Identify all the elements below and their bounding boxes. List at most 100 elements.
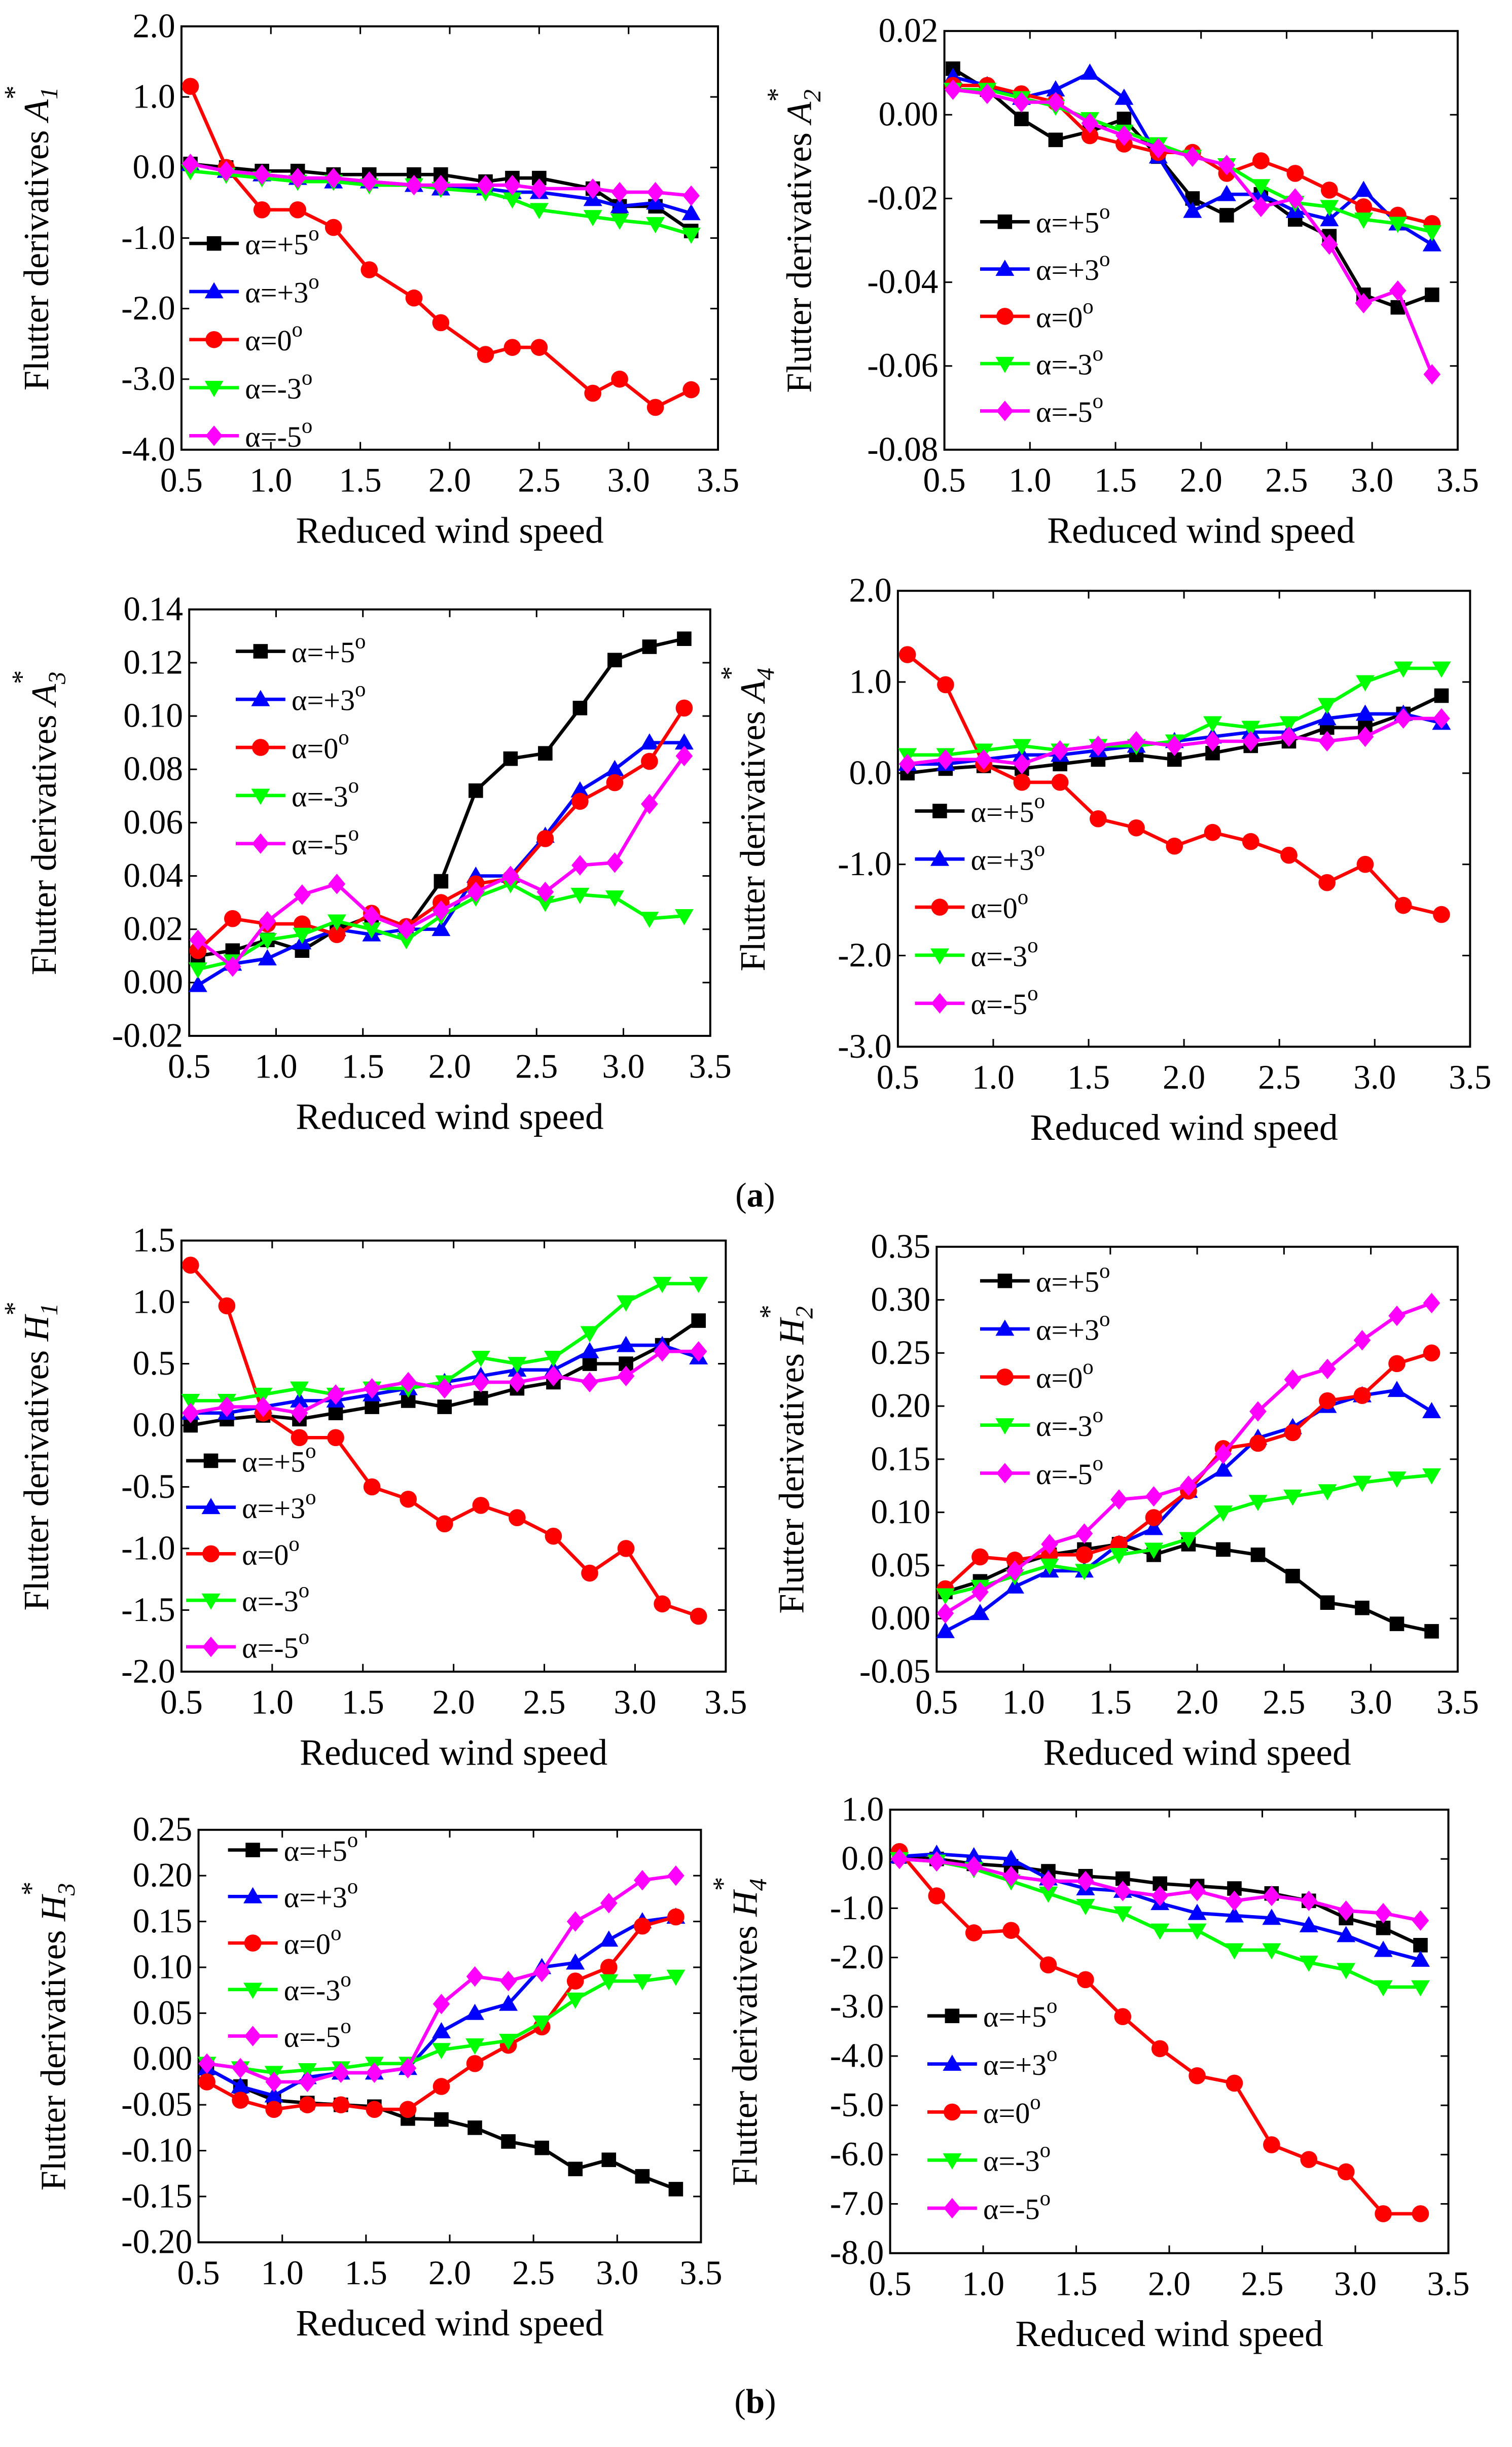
data-point [405, 174, 423, 196]
data-point [1225, 1943, 1244, 1960]
data-point [1300, 2151, 1318, 2168]
data-point [584, 178, 601, 199]
chart-A1: 0.5 1.0 1.5 2.0 2.5 3.0 3.5 -4.0 -3.0 -2.0 -1.0 0.0… [0, 7, 739, 551]
legend-degree: o [302, 414, 312, 438]
data-point [362, 922, 381, 939]
data-point [532, 2015, 552, 2032]
y-axis-subscript: 2 [798, 89, 826, 101]
y-axis-label-text: Flutter derivatives [733, 702, 773, 971]
data-point [570, 781, 590, 798]
legend-degree: o [292, 318, 303, 342]
y-axis-label: Flutter derivatives A2 * [762, 88, 826, 393]
x-axis-label: Reduced wind speed [296, 510, 603, 551]
x-tick-label: 1.0 [249, 461, 292, 499]
data-point [254, 1387, 273, 1404]
data-point [258, 933, 277, 950]
y-axis-superscript: * [707, 1877, 738, 1891]
legend-marker [996, 1463, 1014, 1484]
y-tick-label: -0.15 [121, 2177, 192, 2215]
data-point [218, 1297, 236, 1315]
legend-label-text: α=-3 [983, 2145, 1040, 2178]
data-point [325, 167, 342, 189]
data-point [332, 2096, 350, 2113]
data-point [677, 631, 692, 646]
x-tick-label: 0.5 [915, 1683, 958, 1721]
data-point [1337, 1900, 1355, 1921]
data-point [1248, 1495, 1268, 1512]
chart-A4: 0.5 1.0 1.5 2.0 2.5 3.0 3.5 -3.0 -2.0 -1.0 0.0 1.0 2… [715, 571, 1492, 1148]
data-point [566, 1911, 584, 1932]
y-tick-label: -1.0 [838, 845, 891, 883]
legend-label-text: α=-3 [242, 1585, 299, 1618]
data-point [502, 866, 519, 886]
legend-degree: o [1018, 885, 1028, 909]
legend-marker [930, 948, 949, 965]
data-point [474, 1391, 488, 1406]
legend-label: α=+3o [292, 677, 366, 717]
legend-label-text: α=+5 [242, 1445, 305, 1478]
x-tick-label: 2.0 [433, 1683, 475, 1721]
data-point [1353, 1387, 1371, 1404]
legend-entry: α=-5o [228, 2014, 351, 2054]
data-point [1166, 837, 1183, 855]
data-point [891, 1849, 908, 1869]
legend-label-text: α=-3 [292, 780, 348, 813]
data-point [231, 2077, 250, 2094]
x-tick-label: 2.0 [1163, 1058, 1205, 1096]
legend-label: α=0o [1036, 295, 1094, 334]
data-point [182, 78, 199, 95]
data-point [1187, 1903, 1207, 1920]
y-axis-subscript: 2 [790, 1306, 818, 1318]
legend-entry: α=+5o [228, 1828, 358, 1867]
legend-marker [997, 1273, 1013, 1288]
y-tick-label: 0.25 [133, 1810, 193, 1848]
legend-label: α=-5o [1036, 389, 1103, 428]
x-axis-label: Reduced wind speed [296, 2302, 603, 2344]
data-point [1422, 1468, 1442, 1485]
legend-label: α=-5o [292, 822, 359, 861]
data-point [1433, 906, 1450, 923]
legend-degree: o [355, 629, 366, 653]
y-tick-label: 0.20 [871, 1387, 930, 1425]
data-point [641, 794, 658, 814]
series-4 [937, 1292, 1441, 1624]
legend-label: α=+5o [983, 1994, 1057, 2034]
y-tick-label: -0.05 [859, 1652, 930, 1690]
legend-entry: α=+3o [980, 1307, 1110, 1347]
data-point [600, 1959, 618, 1976]
legend-degree: o [1034, 789, 1045, 813]
legend-marker [996, 401, 1014, 421]
x-tick-label: 3.5 [1427, 2264, 1469, 2302]
legend-label-text: α=+3 [983, 2048, 1047, 2081]
data-point [975, 749, 992, 770]
data-point [633, 1974, 652, 1991]
legend-entry: α=+3o [228, 1875, 358, 1914]
x-tick-label: 2.0 [1148, 2264, 1191, 2302]
data-point [182, 1402, 199, 1423]
y-tick-label: 0.10 [871, 1493, 930, 1531]
y-axis-symbol: A [780, 101, 819, 126]
x-tick-label: 1.5 [342, 1683, 384, 1721]
data-point [1387, 1471, 1407, 1488]
data-point [530, 339, 548, 356]
legend-label: α=-5o [284, 2014, 351, 2054]
data-point [1411, 1950, 1430, 1967]
data-point [361, 261, 378, 278]
legend-label-text: α=+3 [242, 1492, 305, 1525]
data-point [433, 2078, 450, 2095]
data-point [477, 174, 494, 196]
legend-label: α=+3o [1036, 1307, 1110, 1347]
data-point [898, 646, 916, 663]
legend-entry: α=+5o [235, 629, 366, 669]
x-tick-label: 0.5 [923, 461, 966, 499]
series-4 [891, 1849, 1429, 1931]
legend-label: α=+5o [1036, 1259, 1110, 1299]
data-point [646, 399, 664, 416]
data-point [654, 1595, 671, 1613]
data-point [611, 370, 628, 388]
y-tick-label: 0.00 [133, 2039, 193, 2077]
legend-degree: o [1083, 295, 1093, 318]
y-axis-label-text: Flutter derivatives [34, 1921, 74, 2190]
data-point [224, 956, 241, 977]
